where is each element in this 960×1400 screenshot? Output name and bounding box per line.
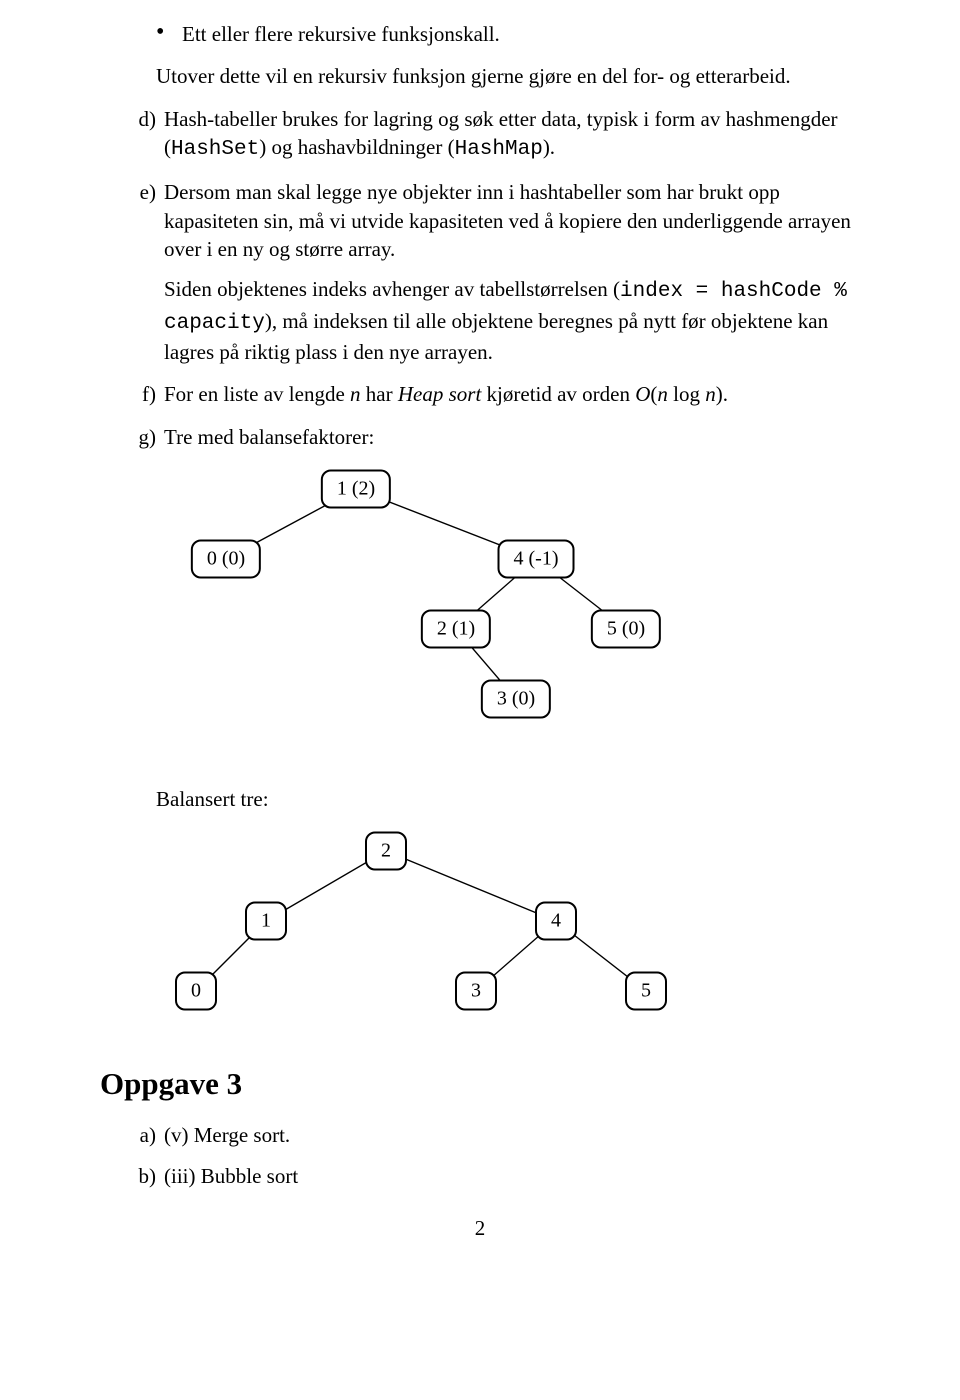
answer-a-marker: a) [120,1121,164,1149]
item-f-mid2: kjøretid av orden [481,382,635,406]
math-n3: n [705,382,716,406]
tree-node: 3 [455,972,497,1011]
item-d-marker: d) [120,105,164,165]
item-f-mid1: har [361,382,398,406]
bullet-item: • Ett eller flere rekursive funksjonskal… [156,20,860,48]
tree-node: 1 [245,902,287,941]
item-f-emph: Heap sort [398,382,481,406]
item-g: g) Tre med balansefaktorer: [120,423,860,451]
tree-node: 0 (0) [191,540,261,579]
item-e-p2: Siden objektenes indeks avhenger av tabe… [164,275,860,366]
answer-b-text: (iii) Bubble sort [164,1162,860,1190]
item-e: e) Dersom man skal legge nye objekter in… [120,178,860,366]
item-f-marker: f) [120,380,164,408]
code-hashmap: HashMap [455,138,543,161]
item-e-p1: Dersom man skal legge nye objekter inn i… [164,178,860,263]
item-f-end: . [723,382,728,406]
item-d-mid1: ) og hashavbildninger ( [259,135,454,159]
item-d: d) Hash-tabeller brukes for lagring og s… [120,105,860,165]
math-n1: n [350,382,361,406]
item-e-marker: e) [120,178,164,366]
tree-node: 5 [625,972,667,1011]
item-g-marker: g) [120,423,164,451]
tree-node: 4 [535,902,577,941]
item-e-text: Dersom man skal legge nye objekter inn i… [164,178,860,366]
tree-node: 2 (1) [421,610,491,649]
answer-b-marker: b) [120,1162,164,1190]
tree-node: 2 [365,832,407,871]
tree-balance-factors: 1 (2) 0 (0) 4 (-1)2 (1) 5 (0) 3 (0) [156,465,716,765]
page-number: 2 [100,1214,860,1242]
balanced-label: Balansert tre: [156,785,860,813]
item-f-text: For en liste av lengde n har Heap sort k… [164,380,860,408]
tree-node: 0 [175,972,217,1011]
bullet-text: Ett eller flere rekursive funksjonskall. [182,20,860,48]
code-hashset: HashSet [171,138,259,161]
item-g-text: Tre med balansefaktorer: [164,423,860,451]
bullet-marker: • [156,20,182,48]
tree-edge [386,851,556,921]
tree-node: 3 (0) [481,680,551,719]
tree-node: 5 (0) [591,610,661,649]
math-O: O [635,382,650,406]
paren-close: ) [716,382,723,406]
heading-oppgave-3: Oppgave 3 [100,1063,860,1105]
item-f-pre: For en liste av lengde [164,382,350,406]
tree-node: 1 (2) [321,470,391,509]
answer-a-text: (v) Merge sort. [164,1121,860,1149]
tree-node: 4 (-1) [498,540,575,579]
item-d-text: Hash-tabeller brukes for lagring og søk … [164,105,860,165]
math-n2: n [657,382,668,406]
item-f: f) For en liste av lengde n har Heap sor… [120,380,860,408]
item-d-post1: ). [543,135,555,159]
item-f-log: log [668,382,705,406]
answer-a: a) (v) Merge sort. [120,1121,860,1149]
answer-b: b) (iii) Bubble sort [120,1162,860,1190]
paragraph-after-bullet: Utover dette vil en rekursiv funksjon gj… [156,62,860,90]
page: • Ett eller flere rekursive funksjonskal… [0,0,960,1282]
item-e-p2-pre: Siden objektenes indeks avhenger av tabe… [164,277,620,301]
tree-balanced: 2 1 4 0 3 5 [156,827,716,1027]
